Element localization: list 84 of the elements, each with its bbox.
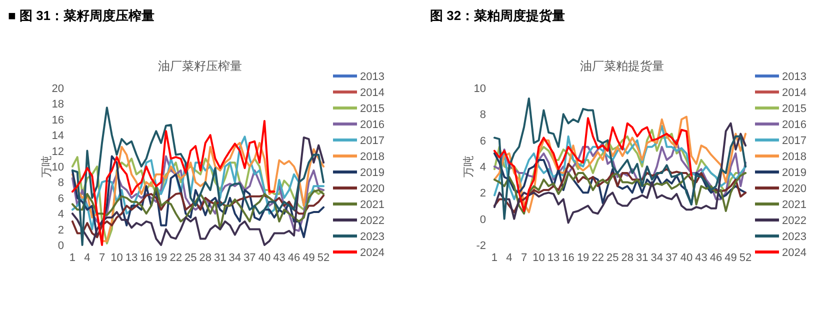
y-tick-label: 6 [480, 135, 486, 148]
chart-title: 图 32：菜粕周度提货量 [430, 8, 566, 23]
legend-label: 2022 [782, 215, 806, 227]
legend-label: 2016 [360, 119, 384, 131]
legend-label: 2023 [360, 231, 384, 243]
y-tick-label: 18 [52, 98, 64, 111]
x-tick-label: 1 [491, 252, 498, 264]
x-tick-label: 34 [228, 252, 242, 264]
legend-label: 2018 [782, 151, 806, 163]
x-tick-label: 7 [98, 252, 106, 264]
x-tick-label: 31 [636, 252, 648, 264]
y-axis-title: 万吨 [462, 156, 475, 178]
y-tick-label: 6 [58, 192, 64, 205]
legend-label: 2020 [360, 183, 384, 195]
x-tick-label: 40 [680, 252, 693, 264]
y-tick-label: -2 [476, 240, 486, 252]
y-tick-label: 2 [58, 224, 64, 236]
x-tick-label: 49 [724, 252, 737, 264]
x-tick-label: 19 [576, 252, 590, 264]
legend-label: 2021 [360, 199, 384, 211]
legend-label: 2017 [782, 135, 806, 147]
legend-label: 2015 [782, 103, 806, 115]
y-tick-label: 14 [52, 130, 64, 142]
x-tick-label: 34 [650, 252, 664, 264]
y-tick-label: 8 [58, 177, 64, 190]
legend-label: 2014 [360, 87, 384, 99]
legend-label: 2023 [782, 231, 806, 243]
x-tick-label: 43 [695, 252, 708, 264]
x-tick-label: 19 [154, 252, 168, 264]
y-tick-label: 0 [480, 214, 486, 226]
x-tick-label: 52 [317, 252, 330, 264]
x-tick-label: 49 [302, 252, 315, 264]
legend-label: 2024 [360, 247, 384, 259]
legend-label: 2021 [782, 199, 806, 211]
x-tick-label: 46 [288, 252, 300, 264]
x-tick-label: 16 [562, 252, 574, 264]
x-tick-label: 16 [140, 252, 152, 264]
x-tick-label: 28 [621, 252, 634, 264]
x-tick-label: 52 [739, 252, 752, 264]
x-tick-label: 25 [606, 252, 619, 264]
x-tick-label: 37 [244, 252, 256, 264]
x-tick-label: 40 [258, 252, 271, 264]
x-tick-label: 1 [69, 252, 76, 264]
x-tick-label: 22 [592, 252, 604, 264]
x-tick-label: 4 [506, 252, 512, 264]
y-tick-label: 20 [52, 83, 64, 95]
x-tick-label: 28 [199, 252, 212, 264]
legend-label: 2017 [360, 135, 384, 147]
x-tick-label: 4 [84, 252, 90, 264]
chart-subtitle: 油厂菜籽压榨量 [158, 59, 242, 73]
legend-label: 2020 [782, 183, 806, 195]
legend-label: 2018 [360, 151, 384, 163]
legend-label: 2015 [360, 103, 384, 115]
x-tick-label: 31 [214, 252, 226, 264]
legend-label: 2013 [782, 71, 806, 83]
x-tick-label: 7 [520, 252, 528, 264]
x-tick-label: 43 [273, 252, 286, 264]
y-tick-label: 4 [480, 162, 486, 174]
y-tick-label: 8 [480, 109, 486, 122]
x-tick-label: 13 [125, 252, 138, 264]
x-tick-label: 13 [547, 252, 560, 264]
chart-title: ■ 图 31：菜籽周度压榨量 [8, 8, 155, 23]
chart-subtitle: 油厂菜粕提货量 [580, 59, 664, 73]
y-tick-label: 10 [474, 83, 486, 95]
y-axis-title: 万吨 [40, 156, 53, 178]
legend-label: 2024 [782, 247, 806, 259]
legend-label: 2019 [360, 167, 384, 179]
x-tick-label: 10 [110, 252, 123, 264]
x-tick-label: 10 [532, 252, 545, 264]
y-tick-label: 16 [52, 114, 64, 126]
y-tick-label: 2 [480, 188, 486, 200]
legend-label: 2022 [360, 215, 384, 227]
y-tick-label: 10 [52, 162, 64, 174]
x-tick-label: 46 [710, 252, 722, 264]
legend-label: 2019 [782, 167, 806, 179]
legend-label: 2014 [782, 87, 806, 99]
y-tick-label: 4 [58, 208, 64, 221]
x-tick-label: 37 [666, 252, 678, 264]
x-tick-label: 22 [170, 252, 182, 264]
legend-label: 2013 [360, 71, 384, 83]
x-tick-label: 25 [184, 252, 197, 264]
y-tick-label: 0 [58, 240, 64, 252]
y-tick-label: 12 [52, 146, 64, 158]
legend-label: 2016 [782, 119, 806, 131]
